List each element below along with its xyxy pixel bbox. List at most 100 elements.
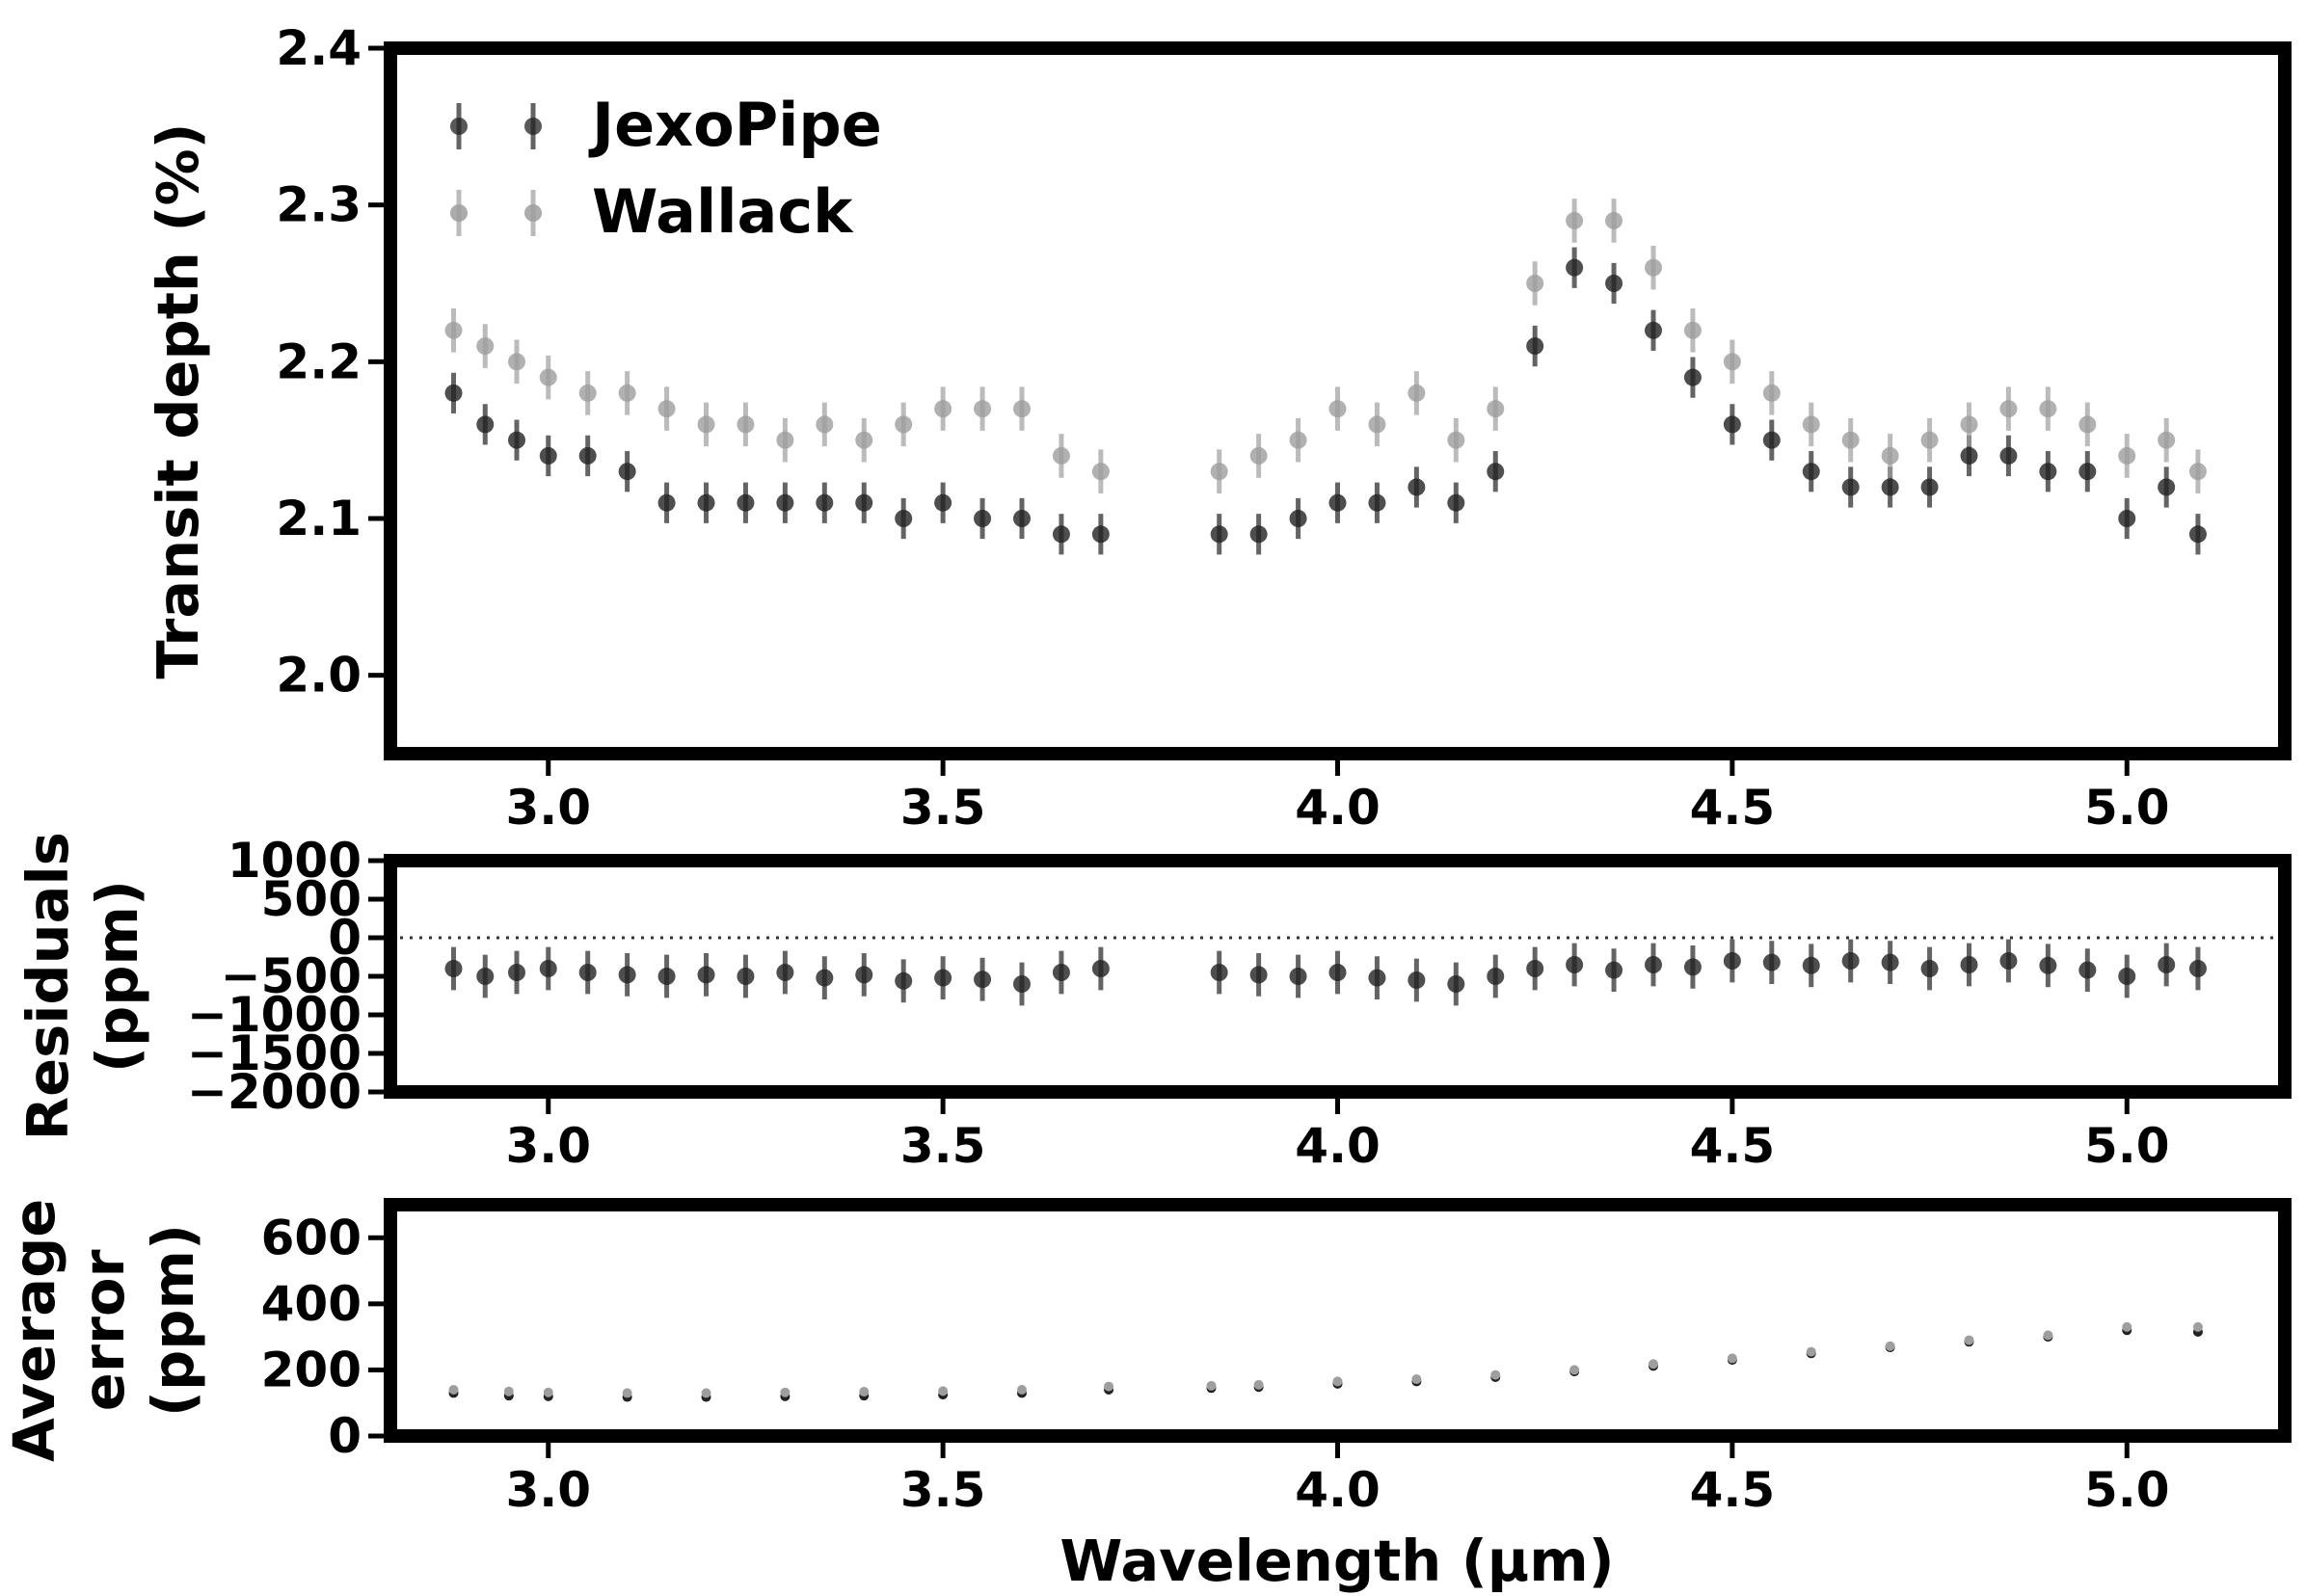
transit-wallack-point [1605,211,1623,229]
resid-residual-point [1368,969,1386,987]
transit-jexopipe-point [697,493,715,512]
resid-residual-point [1683,958,1702,976]
transit-wallack-point [657,400,676,418]
transit-jexopipe-point [737,493,755,512]
err-x-tick-label: 3.5 [900,1462,986,1518]
top-panel-ticks: 3.0 3.5 4.0 4.5 5.0 2.0 2.1 2.2 2.3 2.4 [276,20,2169,836]
resid-residual-point [444,960,463,977]
transit-wallack-point [1802,415,1820,434]
average-error-y-axis-label: Average error (ppm) [1,1179,206,1462]
resid-residual-point [508,964,525,981]
resid-residual-point [1447,975,1465,993]
transit-wallack-point [816,415,834,434]
err-x-tick-label: 5.0 [2084,1462,2170,1518]
transit-jexopipe-point [1881,478,1899,496]
resid-residual-point [2118,968,2136,985]
err-series-wallack [448,1321,2203,1398]
transit-jexopipe-point [895,510,913,527]
transit-y-tick-label: 2.1 [276,491,362,546]
transit-wallack-point [1328,400,1347,418]
transit-wallack-point [476,337,495,356]
resid-residual-point [1881,953,1899,971]
resid-residual-point [1841,952,1860,970]
resid-x-tick-label: 3.5 [900,1118,986,1174]
resid-x-tick-label: 4.5 [1690,1118,1776,1174]
transit-wallack-point [895,415,913,434]
resid-residual-point [776,964,794,981]
err-wallack-point [1206,1380,1217,1391]
transit-wallack-point [618,384,636,402]
transit-jexopipe-point [974,510,992,527]
resid-y-tick-label: 1000 [228,833,362,889]
transit-x-tick-label: 3.5 [900,780,986,836]
err-wallack-point [938,1386,949,1396]
transit-jexopipe-point [1447,493,1465,512]
resid-residual-point [578,964,597,981]
resid-residual-point [816,969,834,987]
transit-jexopipe-point [1487,463,1505,481]
transit-wallack-point [1920,431,1939,449]
err-wallack-point [701,1388,711,1398]
err-wallack-point [1885,1341,1895,1351]
transit-wallack-point [2188,463,2207,481]
transit-jexopipe-point [1960,446,1978,465]
top-y-axis-label: Transit depth (%) [145,122,211,678]
average-error-y-label-line1: Average [1,1199,67,1462]
transit-jexopipe-point [1210,525,1228,544]
transit-y-tick-label: 2.2 [276,333,362,389]
transit-jexopipe-point [1920,478,1939,496]
residuals-marks [390,936,2285,1006]
transit-wallack-point [1881,446,1899,465]
err-y-tick-label: 200 [261,1342,362,1397]
transit-wallack-point [539,368,557,386]
resid-residual-point [1052,964,1070,981]
transit-series-wallack [444,199,2207,493]
transit-x-tick-label: 5.0 [2084,780,2170,836]
resid-y-tick-label: −1500 [187,1025,362,1081]
transit-jexopipe-point [1723,415,1741,434]
transit-wallack-point [1841,431,1860,449]
transit-jexopipe-point [1408,478,1426,496]
transit-wallack-point [1408,384,1426,402]
middle-panel-ticks: 3.0 3.5 4.0 4.5 5.0 10005000−500−1000−1500−20… [187,833,2170,1174]
err-wallack-point [780,1387,791,1397]
transit-jexopipe-point [578,446,597,465]
transit-wallack-point [1052,446,1070,465]
err-wallack-point [2122,1321,2132,1332]
legend-marker-jexopipe-1 [450,118,468,135]
resid-residual-point [855,966,873,984]
err-wallack-point [1490,1370,1501,1380]
transit-jexopipe-point [2078,463,2097,481]
err-wallack-point [1104,1381,1114,1392]
err-wallack-point [1569,1365,1580,1375]
resid-x-tick-label: 4.0 [1295,1118,1381,1174]
panel-transit-depth: 3.0 3.5 4.0 4.5 5.0 2.0 2.1 2.2 2.3 2.4 Transit d… [145,20,2292,836]
legend-entry-wallack: Wallack [450,176,854,247]
transit-jexopipe-point [444,384,463,402]
transit-jexopipe-point [816,493,834,512]
transit-jexopipe-point [1526,337,1544,356]
resid-y-tick-label: 500 [261,871,362,927]
resid-residual-point [1249,966,1268,984]
transit-wallack-point [1013,400,1031,418]
resid-residual-point [1723,952,1741,970]
transit-y-tick-label: 2.0 [276,648,362,704]
transit-series-jexopipe [444,247,2207,555]
transit-jexopipe-point [1999,446,2018,465]
err-wallack-point [2192,1321,2203,1332]
err-wallack-point [1411,1374,1422,1385]
transit-wallack-point [1368,415,1386,434]
err-y-tick-label: 400 [261,1276,362,1332]
transit-wallack-point [2039,400,2057,418]
panel-residuals: 3.0 3.5 4.0 4.5 5.0 10005000−500−1000−1500−20… [14,832,2292,1174]
transit-jexopipe-point [1605,275,1623,292]
resid-residual-point [1920,960,1939,977]
legend-marker-jexopipe-2 [524,118,542,135]
transit-jexopipe-point [1841,478,1860,496]
transit-jexopipe-point [1368,493,1386,512]
resid-residual-point [1566,956,1584,973]
err-wallack-point [1964,1335,1974,1345]
transit-jexopipe-point [2158,478,2176,496]
resid-residual-point [1802,956,1820,974]
